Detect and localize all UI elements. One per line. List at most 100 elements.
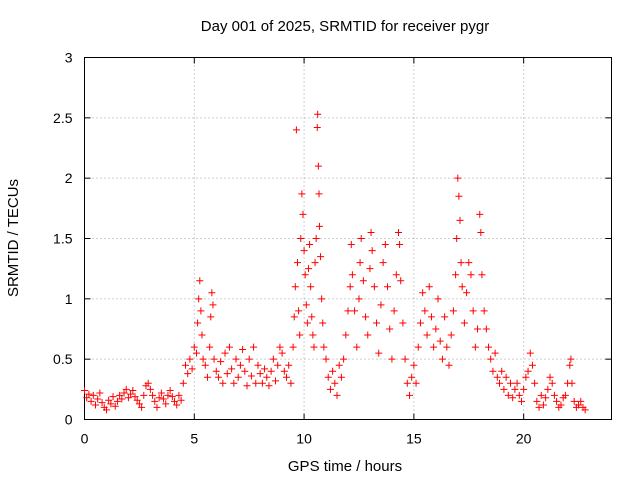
data-point bbox=[367, 228, 375, 236]
data-point bbox=[331, 379, 339, 387]
data-point bbox=[313, 123, 321, 131]
data-point bbox=[138, 403, 146, 411]
data-point bbox=[487, 355, 495, 363]
data-point bbox=[263, 373, 271, 381]
data-point bbox=[297, 235, 305, 242]
data-point bbox=[283, 373, 291, 381]
data-point bbox=[419, 289, 427, 297]
data-point bbox=[295, 307, 303, 315]
data-point bbox=[498, 367, 506, 375]
data-point bbox=[454, 174, 462, 182]
data-point bbox=[427, 313, 435, 321]
data-point bbox=[194, 319, 202, 327]
data-point bbox=[265, 382, 273, 390]
data-point bbox=[280, 367, 288, 375]
data-point bbox=[314, 110, 322, 118]
data-point bbox=[94, 395, 102, 403]
data-point bbox=[566, 361, 574, 369]
data-point bbox=[375, 349, 383, 357]
x-tick-label: 5 bbox=[190, 431, 198, 447]
data-point bbox=[221, 349, 229, 357]
data-point bbox=[129, 387, 137, 395]
data-point bbox=[493, 373, 501, 381]
data-point bbox=[388, 355, 396, 363]
data-point bbox=[504, 391, 512, 399]
x-tick-label: 15 bbox=[406, 431, 422, 447]
data-point bbox=[291, 283, 299, 291]
data-point bbox=[539, 401, 547, 409]
data-point bbox=[111, 402, 119, 410]
data-point bbox=[245, 355, 253, 363]
data-point bbox=[81, 387, 88, 395]
data-point bbox=[285, 361, 293, 369]
data-point bbox=[300, 247, 308, 255]
data-point bbox=[373, 319, 381, 327]
data-point bbox=[304, 265, 312, 273]
data-point bbox=[230, 379, 238, 387]
data-point bbox=[480, 307, 488, 315]
data-point bbox=[135, 400, 143, 408]
data-point bbox=[438, 355, 446, 363]
data-point bbox=[403, 379, 411, 387]
data-point bbox=[366, 265, 374, 273]
data-point bbox=[140, 391, 148, 399]
data-point bbox=[319, 319, 327, 327]
axis-ticks bbox=[84, 57, 612, 420]
data-points bbox=[81, 110, 589, 414]
data-point bbox=[443, 343, 451, 351]
data-point bbox=[434, 295, 442, 303]
data-point bbox=[457, 259, 465, 267]
y-tick-label: 2.5 bbox=[53, 110, 73, 126]
data-point bbox=[310, 343, 318, 351]
x-tick-label: 10 bbox=[296, 431, 312, 447]
data-point bbox=[160, 395, 168, 403]
data-point bbox=[567, 355, 575, 363]
data-point bbox=[234, 373, 242, 381]
data-point bbox=[146, 385, 154, 393]
data-point bbox=[502, 373, 510, 381]
data-point bbox=[239, 346, 247, 354]
data-point bbox=[533, 397, 541, 405]
data-point bbox=[212, 367, 220, 375]
data-point bbox=[410, 361, 418, 369]
data-point bbox=[124, 394, 132, 402]
y-tick-label: 1.5 bbox=[53, 231, 73, 247]
data-point bbox=[463, 289, 471, 297]
data-point bbox=[351, 307, 359, 315]
data-point bbox=[453, 235, 461, 242]
data-point bbox=[392, 271, 400, 279]
data-point bbox=[311, 259, 319, 267]
data-point bbox=[329, 367, 337, 375]
data-point bbox=[188, 365, 196, 373]
data-point bbox=[164, 391, 172, 399]
data-point bbox=[301, 271, 309, 279]
data-point bbox=[496, 379, 504, 387]
data-point bbox=[471, 343, 479, 351]
data-point bbox=[520, 385, 528, 393]
data-point bbox=[196, 277, 204, 285]
data-point bbox=[256, 370, 264, 378]
data-point bbox=[357, 235, 365, 242]
data-point bbox=[423, 331, 431, 339]
data-point bbox=[370, 283, 378, 291]
data-point bbox=[326, 385, 334, 393]
data-point bbox=[228, 365, 236, 373]
x-tick-labels: 0 5 10 15 20 bbox=[81, 431, 532, 447]
data-point bbox=[522, 373, 530, 381]
data-point bbox=[513, 379, 521, 387]
data-point bbox=[399, 319, 407, 327]
data-point bbox=[335, 361, 343, 369]
data-point bbox=[299, 210, 307, 218]
data-point bbox=[526, 349, 534, 357]
data-point bbox=[293, 259, 301, 267]
data-point bbox=[414, 343, 422, 351]
data-point bbox=[537, 391, 545, 399]
data-point bbox=[173, 401, 181, 409]
data-point bbox=[390, 307, 398, 315]
data-point bbox=[274, 361, 282, 369]
data-point bbox=[179, 379, 187, 387]
data-point bbox=[184, 370, 192, 378]
data-point bbox=[195, 295, 203, 303]
data-point bbox=[575, 401, 583, 409]
